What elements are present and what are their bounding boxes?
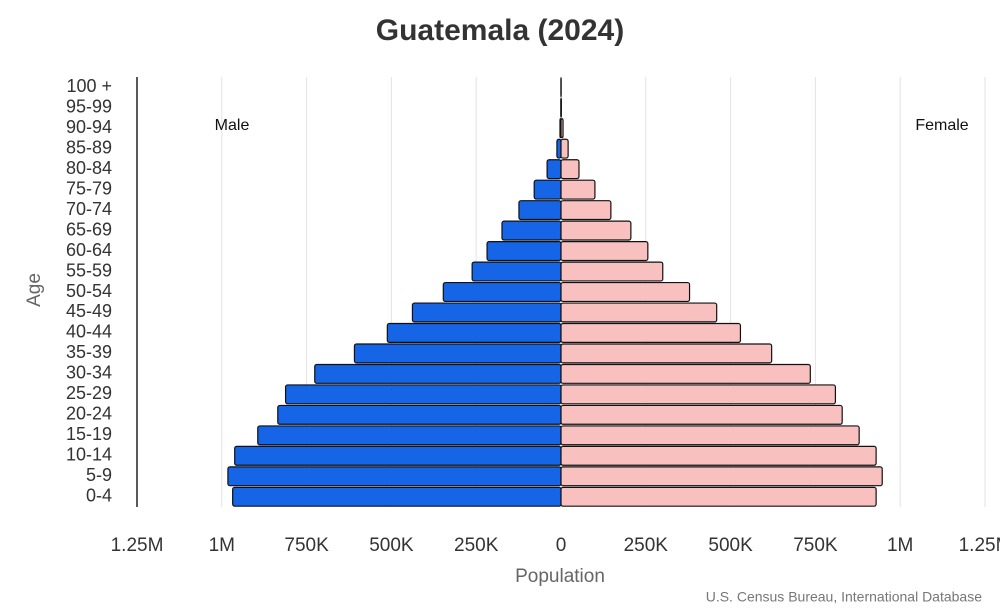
x-tick-label: 500K	[369, 535, 414, 556]
y-axis-label: Age	[24, 273, 45, 307]
bar	[560, 118, 564, 139]
bar	[560, 302, 718, 323]
y-tick-label: 80-84	[66, 158, 112, 178]
bar	[560, 486, 877, 507]
y-tick-label: 0-4	[86, 486, 112, 506]
bar	[560, 363, 811, 384]
bar	[227, 466, 562, 487]
bar	[560, 384, 837, 405]
bar	[471, 261, 562, 282]
y-tick-label: 85-89	[66, 137, 112, 157]
bar	[518, 200, 562, 221]
bar	[546, 159, 562, 180]
bar	[411, 302, 562, 323]
y-tick-label: 55-59	[66, 260, 112, 280]
y-tick-label: 100 +	[66, 76, 112, 96]
bar	[234, 445, 562, 466]
bar	[556, 138, 562, 159]
bar	[284, 384, 562, 405]
bar	[257, 425, 562, 446]
x-tick-label: 750K	[793, 535, 838, 556]
bar	[560, 322, 742, 343]
bar	[560, 200, 612, 221]
source-note: U.S. Census Bureau, International Databa…	[706, 589, 982, 605]
y-tick-label: 65-69	[66, 219, 112, 239]
y-tick-label: 15-19	[66, 424, 112, 444]
x-tick-label: 1.25M	[959, 535, 1000, 556]
y-tick-label: 5-9	[86, 465, 112, 485]
bar	[560, 220, 632, 241]
x-tick-label: 0	[556, 535, 567, 556]
y-tick-label: 45-49	[66, 301, 112, 321]
y-tick-label: 25-29	[66, 383, 112, 403]
x-tick-label: 1.25M	[111, 535, 164, 556]
bar	[386, 322, 562, 343]
y-tick-label: 20-24	[66, 404, 112, 424]
x-tick-label: 250K	[624, 535, 669, 556]
bar	[533, 179, 562, 200]
bar	[353, 343, 562, 364]
chart-title: Guatemala (2024)	[376, 14, 624, 47]
y-tick-label: 95-99	[66, 96, 112, 116]
bar	[560, 179, 596, 200]
bar	[486, 241, 562, 262]
bar	[560, 445, 877, 466]
x-tick-label: 750K	[284, 535, 329, 556]
y-tick-label: 60-64	[66, 240, 112, 260]
bar	[560, 281, 691, 303]
y-tick-label: 10-14	[66, 445, 112, 465]
legend-label: Male	[215, 117, 250, 134]
x-tick-label: 250K	[454, 535, 499, 556]
bar	[560, 425, 860, 446]
bar	[560, 261, 664, 282]
bar	[277, 404, 562, 425]
y-tick-label: 35-39	[66, 342, 112, 362]
y-tick-label: 40-44	[66, 322, 112, 342]
y-tick-label: 50-54	[66, 281, 112, 301]
x-tick-label: 1M	[887, 535, 913, 556]
bar	[501, 220, 562, 241]
bar	[560, 159, 580, 180]
bar	[442, 281, 562, 303]
bar	[232, 486, 562, 507]
bar	[560, 343, 773, 364]
x-axis-label: Population	[515, 566, 605, 587]
bar	[560, 241, 649, 262]
legend-label: Female	[915, 117, 968, 134]
y-tick-label: 30-34	[66, 363, 112, 383]
bar	[560, 404, 843, 425]
y-tick-label: 75-79	[66, 178, 112, 198]
bar	[560, 466, 883, 487]
bar	[314, 363, 562, 384]
x-tick-label: 500K	[708, 535, 753, 556]
y-tick-label: 70-74	[66, 199, 112, 219]
x-tick-label: 1M	[209, 535, 235, 556]
bar	[560, 138, 569, 159]
y-tick-label: 90-94	[66, 117, 112, 137]
